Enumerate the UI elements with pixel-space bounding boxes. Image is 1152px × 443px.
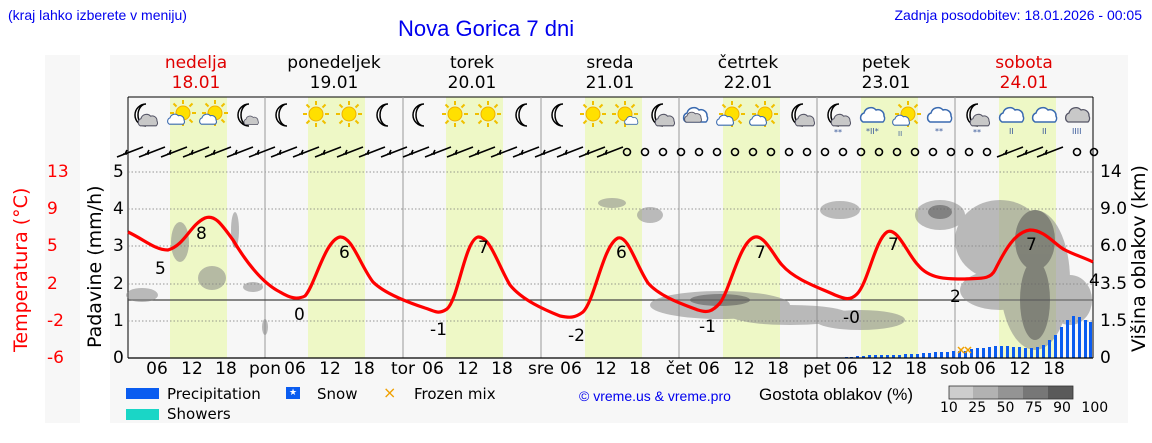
cloud-density-title: Gostota oblakov (%) bbox=[759, 385, 914, 404]
x-tick: 12 bbox=[181, 359, 203, 379]
temp-tick: 5 bbox=[47, 236, 58, 256]
svg-text:II: II bbox=[898, 130, 902, 138]
cloud-height-tick: 0 bbox=[1100, 348, 1111, 368]
day-header: torek 20.01 bbox=[447, 53, 497, 93]
precip-tick: 1 bbox=[113, 311, 124, 331]
svg-text:IIII: IIII bbox=[1072, 127, 1081, 136]
svg-text:**: ** bbox=[973, 128, 981, 137]
day-header: petek 23.01 bbox=[861, 53, 911, 93]
cloud-height-tick: 9.0 bbox=[1100, 199, 1128, 219]
legend-showers: Showers bbox=[167, 405, 231, 423]
svg-text:5: 5 bbox=[155, 259, 166, 279]
day-header: nedelja 18.01 bbox=[164, 53, 228, 93]
day-header: ponedeljek 19.01 bbox=[287, 53, 381, 93]
page-title: Nova Gorica 7 dni bbox=[398, 16, 575, 41]
cloud-height-axis-label: Višina oblakov (km) bbox=[1128, 165, 1150, 352]
svg-text:6: 6 bbox=[339, 243, 350, 263]
x-tick: 06 bbox=[698, 359, 720, 379]
svg-text:7: 7 bbox=[888, 235, 899, 255]
precip-axis-label: Padavine (mm/h) bbox=[84, 185, 106, 348]
cloud-height-tick: 1.5 bbox=[1100, 311, 1128, 331]
legend-precipitation: Precipitation bbox=[167, 385, 261, 403]
svg-text:4: 4 bbox=[1089, 271, 1100, 291]
x-tick: 12 bbox=[319, 359, 341, 379]
svg-text:6: 6 bbox=[616, 243, 627, 263]
temp-tick: 2 bbox=[47, 274, 58, 294]
svg-text:II: II bbox=[1009, 127, 1014, 136]
legend-snow: Snow bbox=[317, 385, 358, 403]
day-header: četrtek 22.01 bbox=[717, 53, 779, 93]
precip-tick: 3 bbox=[113, 236, 124, 256]
svg-text:7: 7 bbox=[1026, 235, 1037, 255]
precip-tick: 4 bbox=[113, 199, 124, 219]
precip-tick: 2 bbox=[113, 274, 124, 294]
x-tick: 12 bbox=[457, 359, 479, 379]
cloud-height-tick: 6.0 bbox=[1100, 236, 1128, 256]
showers-swatch bbox=[126, 409, 159, 420]
x-tick: sob bbox=[939, 359, 971, 379]
x-tick: pet bbox=[803, 359, 831, 379]
x-tick: 12 bbox=[595, 359, 617, 379]
last-updated: Zadnja posodobitev: 18.01.2026 - 00:05 bbox=[894, 7, 1142, 23]
temp-tick: -6 bbox=[47, 348, 64, 368]
svg-text:0: 0 bbox=[294, 305, 305, 325]
precipitation-swatch bbox=[126, 388, 159, 399]
x-tick: 18 bbox=[767, 359, 789, 379]
temp-axis-label: Temperatura (°C) bbox=[10, 187, 32, 352]
day-header: sreda 21.01 bbox=[585, 53, 635, 93]
svg-text:-1: -1 bbox=[430, 320, 447, 340]
svg-text:7: 7 bbox=[478, 238, 489, 258]
legend-frozen-mix: Frozen mix bbox=[414, 385, 496, 403]
temp-tick: -2 bbox=[47, 311, 64, 331]
x-tick: 06 bbox=[146, 359, 168, 379]
x-tick: 06 bbox=[422, 359, 444, 379]
cloud-height-tick: 14 bbox=[1100, 162, 1122, 182]
cloud-height-tick: 3.5 bbox=[1100, 274, 1128, 294]
svg-text:*II*: *II* bbox=[866, 127, 879, 136]
cloud-density-ticks: 10 25 50 75 90 100 bbox=[940, 400, 1109, 416]
x-tick: 18 bbox=[491, 359, 513, 379]
svg-text:-0: -0 bbox=[843, 308, 860, 328]
location-hint: (kraj lahko izberete v meniju) bbox=[8, 7, 187, 23]
precip-tick: 5 bbox=[113, 162, 124, 182]
temp-tick: 13 bbox=[47, 162, 69, 182]
svg-text:7: 7 bbox=[755, 243, 766, 263]
x-tick: 06 bbox=[284, 359, 306, 379]
temp-tick: 9 bbox=[47, 199, 58, 219]
x-tick: 12 bbox=[1009, 359, 1031, 379]
x-tick: 18 bbox=[905, 359, 927, 379]
svg-text:**: ** bbox=[935, 127, 943, 136]
svg-text:-2: -2 bbox=[568, 326, 585, 346]
svg-text:**: ** bbox=[834, 128, 842, 137]
svg-text:8: 8 bbox=[196, 224, 207, 244]
precip-tick: 0 bbox=[113, 348, 124, 368]
credit-link[interactable]: © vreme.us & vreme.pro bbox=[579, 388, 731, 404]
x-tick: 06 bbox=[836, 359, 858, 379]
x-tick: sre bbox=[528, 359, 554, 379]
x-tick: 12 bbox=[871, 359, 893, 379]
x-tick: 12 bbox=[733, 359, 755, 379]
x-tick: tor bbox=[390, 359, 416, 379]
x-tick: 18 bbox=[215, 359, 237, 379]
svg-text:2: 2 bbox=[950, 287, 961, 307]
x-tick: čet bbox=[665, 359, 693, 379]
svg-text:-1: -1 bbox=[699, 317, 716, 337]
day-header: sobota 24.01 bbox=[995, 53, 1053, 93]
x-tick: 06 bbox=[974, 359, 996, 379]
snow-swatch-icon: ★ bbox=[286, 387, 300, 399]
svg-text:II: II bbox=[1042, 127, 1047, 136]
x-tick: 18 bbox=[1043, 359, 1065, 379]
x-tick: 18 bbox=[629, 359, 651, 379]
x-tick: 06 bbox=[560, 359, 582, 379]
x-tick: 18 bbox=[353, 359, 375, 379]
x-tick: pon bbox=[249, 359, 281, 379]
temp-axis-panel bbox=[45, 55, 80, 423]
frozen-mix-icon: × bbox=[383, 383, 397, 402]
